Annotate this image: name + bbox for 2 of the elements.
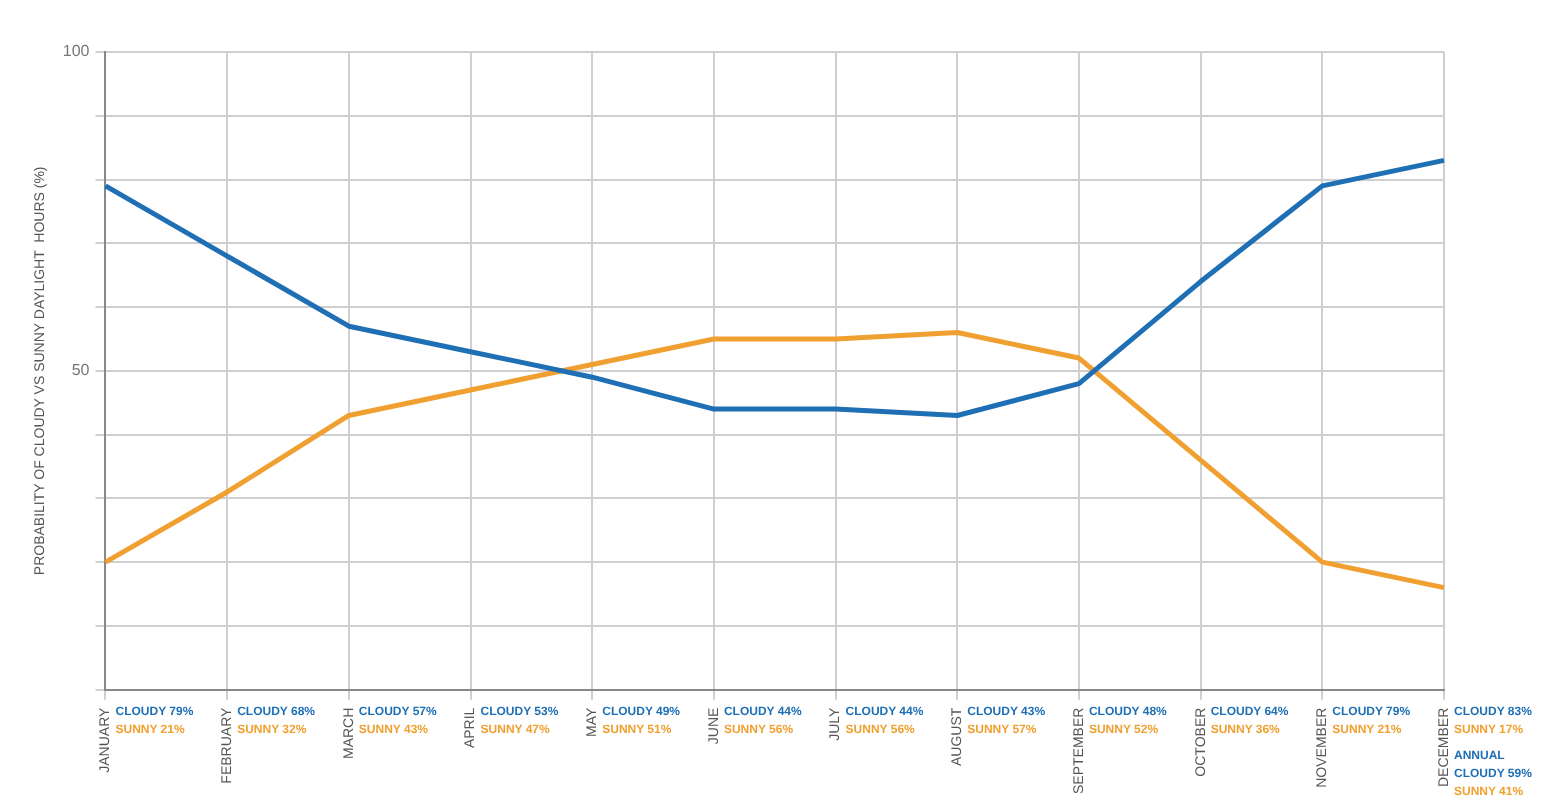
y-tick-label: 50 <box>71 361 91 380</box>
y-tick-label: 100 <box>62 42 91 61</box>
